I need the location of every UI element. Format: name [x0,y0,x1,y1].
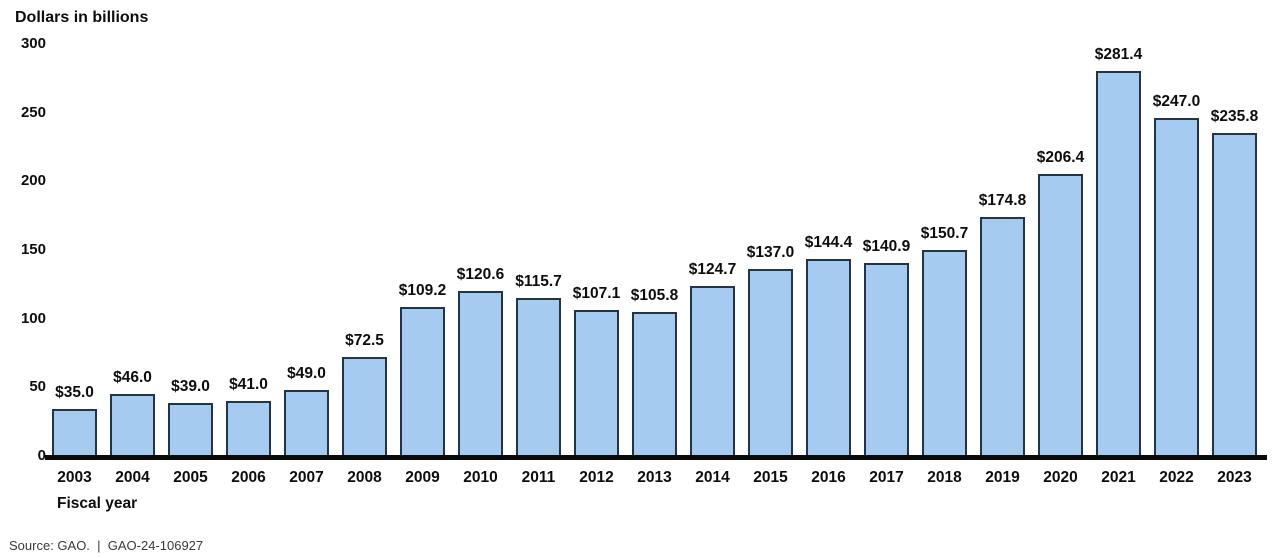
bar-2020 [1038,174,1083,457]
bar-value-label: $247.0 [1152,93,1201,110]
bar-value-label: $35.0 [55,384,94,401]
bar-value-label: $41.0 [229,376,268,393]
y-tick-label: 200 [20,172,46,190]
bar-2014 [690,286,735,457]
x-axis-title: Fiscal year [57,495,138,512]
bar-value-label: $105.8 [630,287,679,304]
x-tick-label: 2003 [57,469,92,486]
x-tick-label: 2015 [753,469,788,486]
x-tick-label: 2011 [521,469,556,486]
x-tick-label: 2022 [1159,469,1194,486]
bar-2021 [1096,71,1141,457]
x-tick-label: 2007 [289,469,324,486]
y-tick-label: 50 [29,378,46,396]
bar-value-label: $39.0 [171,378,210,395]
bar-value-label: $144.4 [804,234,853,251]
bar-2003 [52,409,97,457]
bar-value-label: $206.4 [1036,149,1085,166]
x-tick-label: 2012 [579,469,614,486]
x-tick-label: 2004 [115,469,150,486]
bar-value-label: $107.1 [572,285,621,302]
bar-2006 [226,401,271,457]
bar-2018 [922,250,967,457]
bar-value-label: $49.0 [287,365,326,382]
bar-2023 [1212,133,1257,457]
y-tick-label: 100 [20,309,46,327]
bar-value-label: $120.6 [456,266,505,283]
x-tick-label: 2006 [231,469,266,486]
bar-value-label: $281.4 [1094,46,1143,63]
x-tick-label: 2008 [347,469,382,486]
y-tick-label: 0 [37,447,46,464]
bar-2008 [342,357,387,457]
chart-title: Dollars in billions [15,9,149,26]
y-tick-label: 150 [20,241,46,258]
bar-value-label: $140.9 [862,238,911,255]
bar-2013 [632,312,677,457]
x-tick-label: 2017 [869,469,904,486]
x-tick-label: 2020 [1043,469,1078,486]
bar-value-label: $235.8 [1210,108,1259,125]
bar-2011 [516,298,561,457]
bar-2017 [864,263,909,457]
bar-value-label: $72.5 [345,332,384,349]
bar-2016 [806,259,851,457]
bar-value-label: $150.7 [920,225,969,242]
x-tick-label: 2005 [173,469,208,486]
y-tick-label: 300 [20,35,46,52]
bar-2009 [400,307,445,457]
bar-value-label: $124.7 [688,261,737,278]
x-tick-label: 2016 [811,469,846,486]
x-tick-label: 2019 [985,469,1020,486]
bar-value-label: $115.7 [515,273,562,290]
y-tick-label: 250 [20,103,46,121]
bar-value-label: $109.2 [398,282,447,299]
bar-2022 [1154,118,1199,457]
x-tick-label: 2010 [463,469,498,486]
x-tick-label: 2013 [637,469,672,486]
x-tick-label: 2021 [1101,469,1136,486]
x-tick-label: 2014 [695,469,730,486]
bar-2012 [574,310,619,457]
bar-value-label: $137.0 [746,244,795,261]
bar-2005 [168,403,213,457]
bar-2007 [284,390,329,457]
bar-2004 [110,394,155,457]
x-tick-label: 2009 [405,469,440,486]
bar-2010 [458,291,503,457]
bar-2015 [748,269,793,457]
bar-value-label: $46.0 [113,369,152,386]
bar-value-label: $174.8 [978,192,1027,209]
bar-2019 [980,217,1025,457]
source-note: Source: GAO. | GAO-24-106927 [9,538,204,553]
x-tick-label: 2018 [927,469,962,486]
x-tick-label: 2023 [1217,469,1252,486]
x-axis-line [45,455,1267,460]
